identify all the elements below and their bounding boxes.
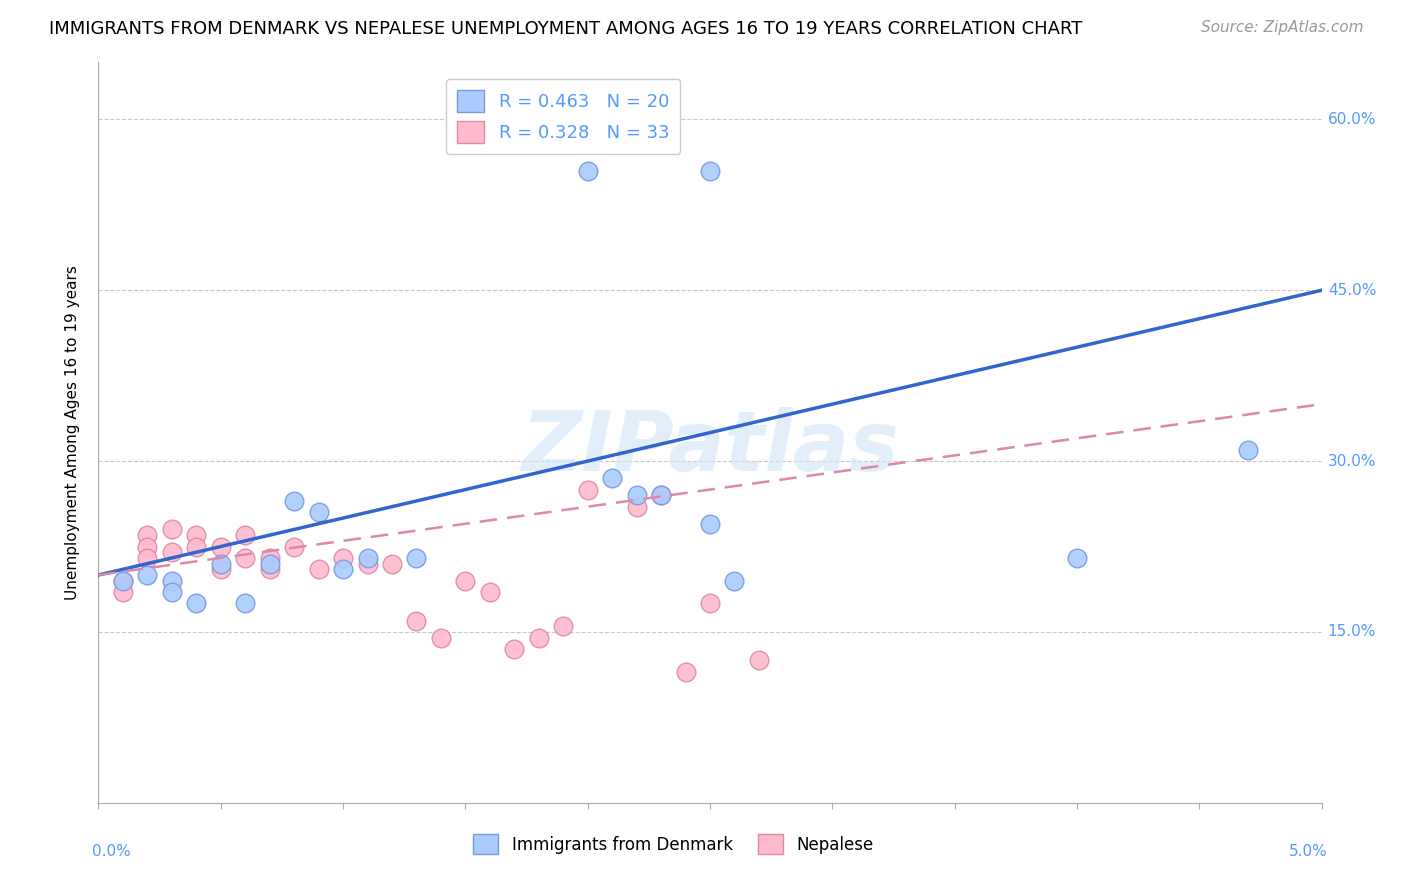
Point xyxy=(626,488,648,502)
Point xyxy=(209,557,232,571)
Text: 60.0%: 60.0% xyxy=(1327,112,1376,127)
Point xyxy=(283,540,305,554)
Point xyxy=(699,516,721,531)
Point xyxy=(1237,442,1260,457)
Point xyxy=(600,471,623,485)
Text: 5.0%: 5.0% xyxy=(1289,844,1327,858)
Point xyxy=(527,631,550,645)
Point xyxy=(111,574,134,588)
Point xyxy=(675,665,697,679)
Point xyxy=(332,562,354,576)
Point xyxy=(381,557,404,571)
Point xyxy=(576,163,599,178)
Text: 45.0%: 45.0% xyxy=(1327,283,1376,298)
Point xyxy=(111,585,134,599)
Text: ZIPatlas: ZIPatlas xyxy=(522,407,898,488)
Point xyxy=(1066,550,1088,565)
Point xyxy=(308,505,330,519)
Point xyxy=(699,163,721,178)
Point xyxy=(160,574,183,588)
Point xyxy=(259,550,281,565)
Legend: Immigrants from Denmark, Nepalese: Immigrants from Denmark, Nepalese xyxy=(467,828,880,861)
Point xyxy=(626,500,648,514)
Point xyxy=(259,562,281,576)
Point xyxy=(332,550,354,565)
Point xyxy=(111,574,134,588)
Point xyxy=(430,631,453,645)
Point xyxy=(356,550,378,565)
Text: IMMIGRANTS FROM DENMARK VS NEPALESE UNEMPLOYMENT AMONG AGES 16 TO 19 YEARS CORRE: IMMIGRANTS FROM DENMARK VS NEPALESE UNEM… xyxy=(49,20,1083,37)
Point xyxy=(576,483,599,497)
Point xyxy=(186,597,208,611)
Point xyxy=(503,642,526,657)
Point xyxy=(553,619,575,633)
Text: 0.0%: 0.0% xyxy=(93,844,131,858)
Point xyxy=(160,545,183,559)
Point xyxy=(136,568,159,582)
Point xyxy=(723,574,745,588)
Point xyxy=(233,597,256,611)
Point xyxy=(209,540,232,554)
Point xyxy=(650,488,672,502)
Point xyxy=(136,528,159,542)
Point xyxy=(160,523,183,537)
Y-axis label: Unemployment Among Ages 16 to 19 years: Unemployment Among Ages 16 to 19 years xyxy=(65,265,80,600)
Point xyxy=(209,562,232,576)
Point xyxy=(283,494,305,508)
Point xyxy=(454,574,477,588)
Point xyxy=(699,597,721,611)
Point xyxy=(650,488,672,502)
Point xyxy=(748,653,770,667)
Point xyxy=(160,585,183,599)
Point xyxy=(136,550,159,565)
Text: 30.0%: 30.0% xyxy=(1327,454,1376,468)
Text: Source: ZipAtlas.com: Source: ZipAtlas.com xyxy=(1201,20,1364,35)
Point xyxy=(186,528,208,542)
Point xyxy=(233,528,256,542)
Text: 15.0%: 15.0% xyxy=(1327,624,1376,640)
Point xyxy=(259,557,281,571)
Point xyxy=(233,550,256,565)
Point xyxy=(308,562,330,576)
Point xyxy=(478,585,501,599)
Point xyxy=(405,614,427,628)
Point xyxy=(136,540,159,554)
Point xyxy=(356,557,378,571)
Point xyxy=(405,550,427,565)
Point xyxy=(186,540,208,554)
